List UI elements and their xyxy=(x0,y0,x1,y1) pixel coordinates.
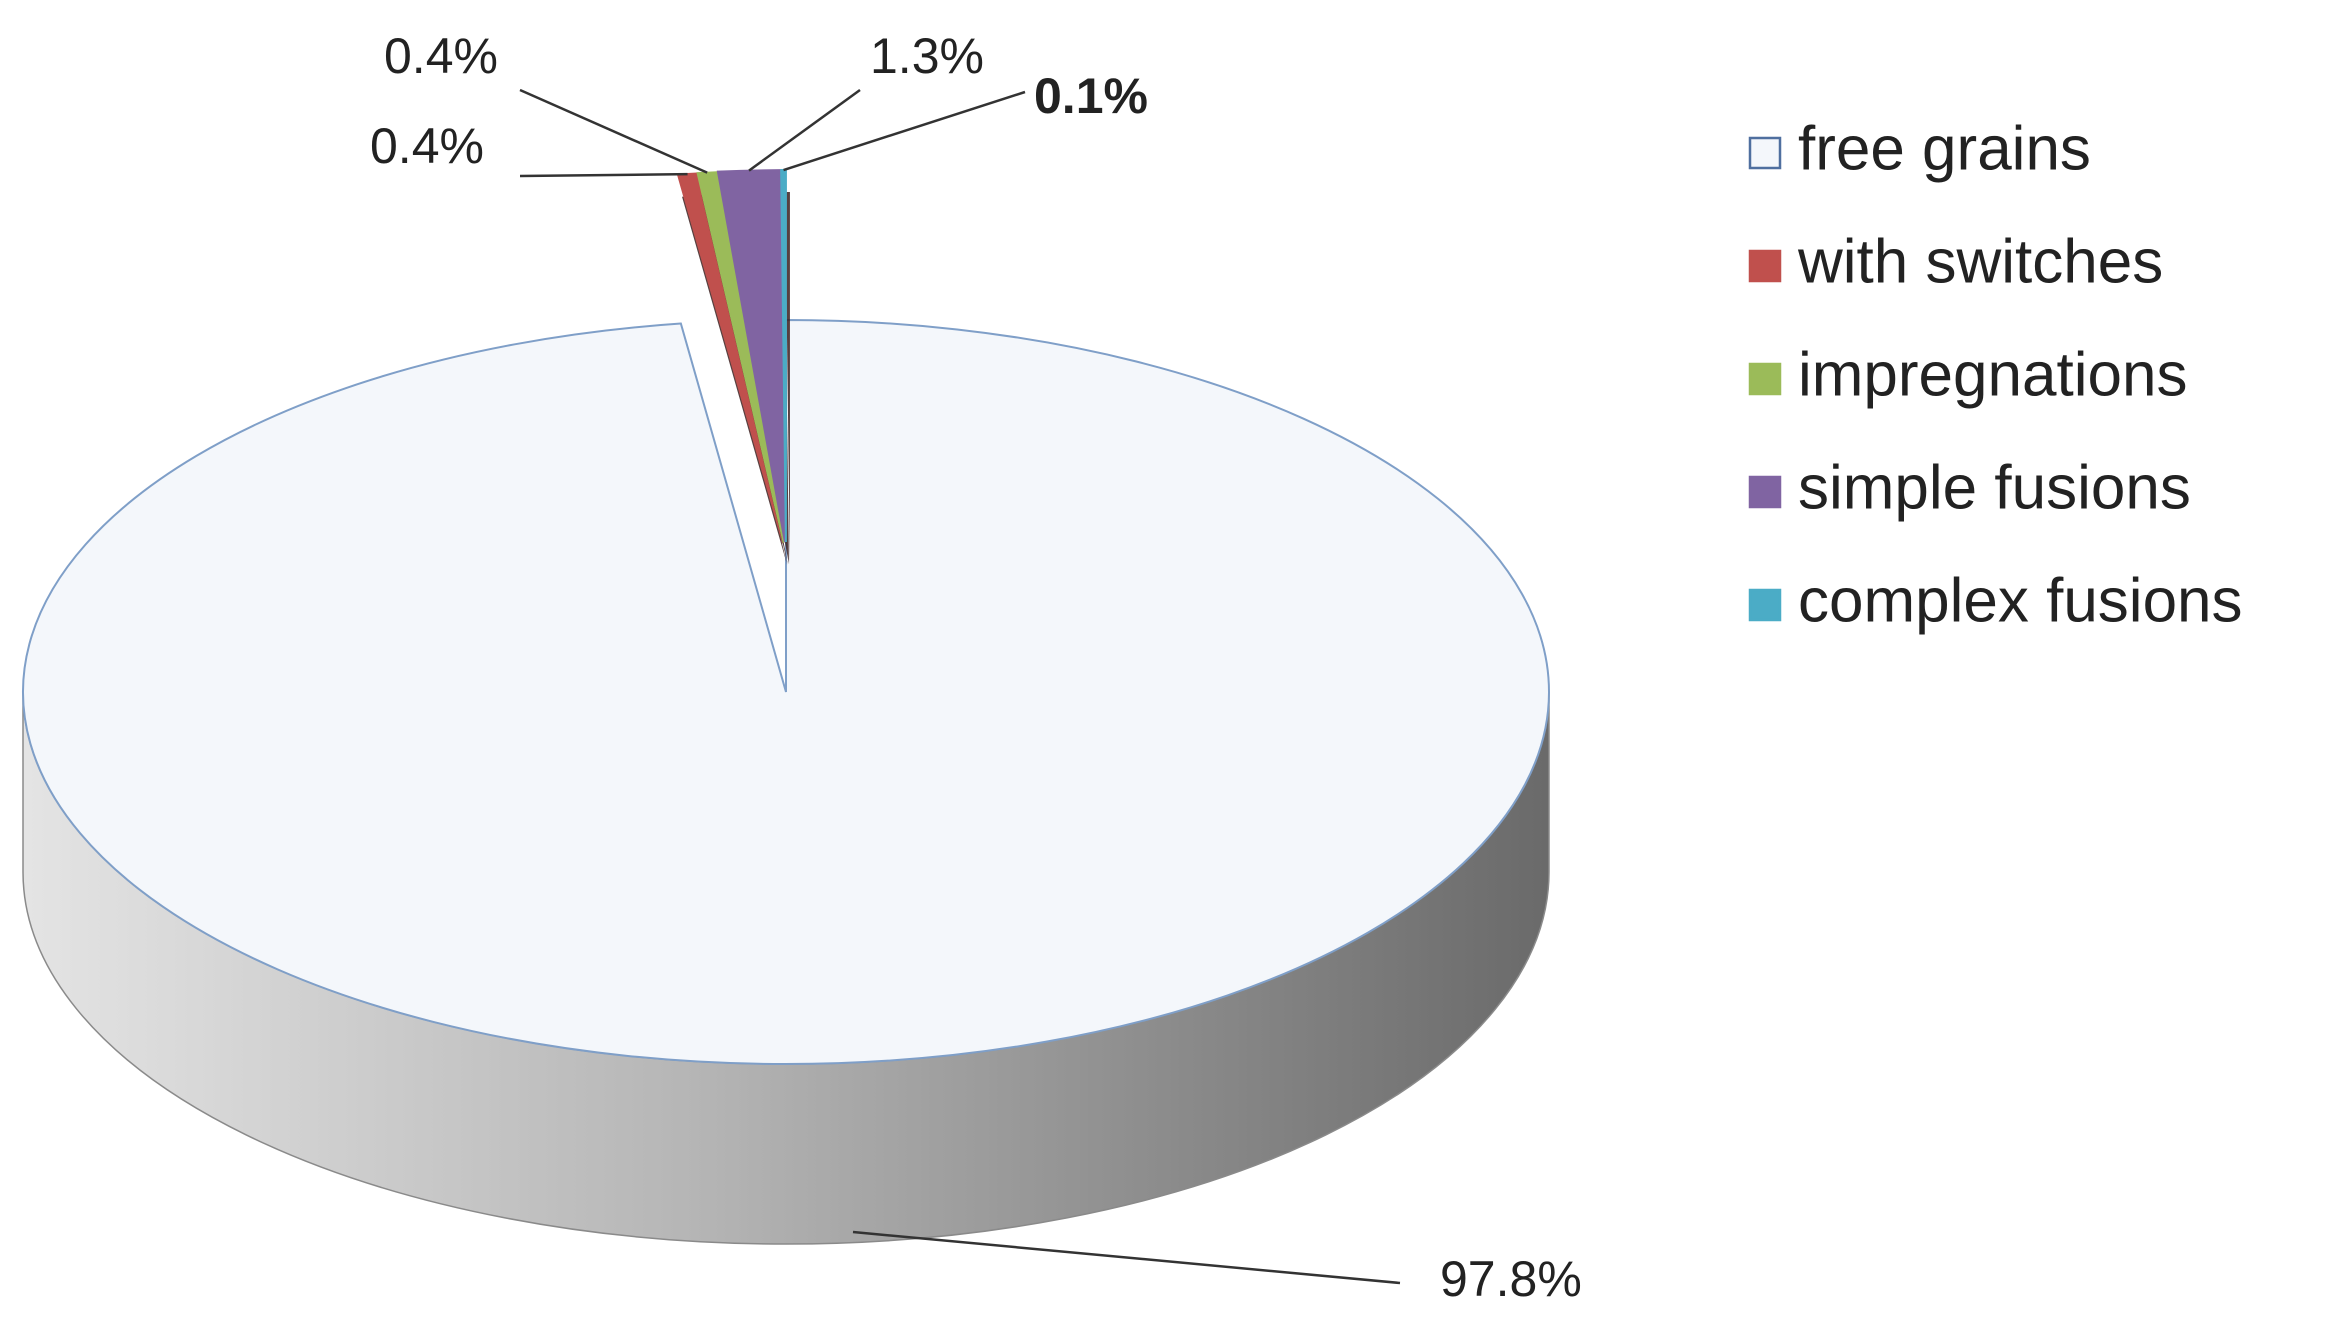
leader-line xyxy=(852,1230,1401,1285)
data-label: 0.4% xyxy=(370,118,484,174)
data-label: 0.4% xyxy=(384,28,498,84)
legend-swatch xyxy=(1748,475,1782,509)
legend-swatch xyxy=(1748,588,1782,622)
leader-line xyxy=(783,90,1026,172)
leader-line xyxy=(519,172,688,178)
leader-line xyxy=(519,88,708,174)
slice-side xyxy=(682,195,788,566)
legend-label: free grains xyxy=(1798,114,2091,183)
legend-label: simple fusions xyxy=(1798,453,2191,522)
legend-swatch xyxy=(1748,362,1782,396)
legend-label: with switches xyxy=(1797,227,2163,296)
data-label: 97.8% xyxy=(1440,1251,1582,1307)
leader-line xyxy=(748,88,861,172)
data-label: 0.1% xyxy=(1034,68,1148,124)
data-label: 1.3% xyxy=(870,28,984,84)
legend-label: impregnations xyxy=(1798,340,2187,409)
legend-swatch xyxy=(1748,136,1782,170)
legend-swatch xyxy=(1748,249,1782,283)
pie-slice xyxy=(22,318,1550,1065)
legend-label: complex fusions xyxy=(1798,566,2243,635)
